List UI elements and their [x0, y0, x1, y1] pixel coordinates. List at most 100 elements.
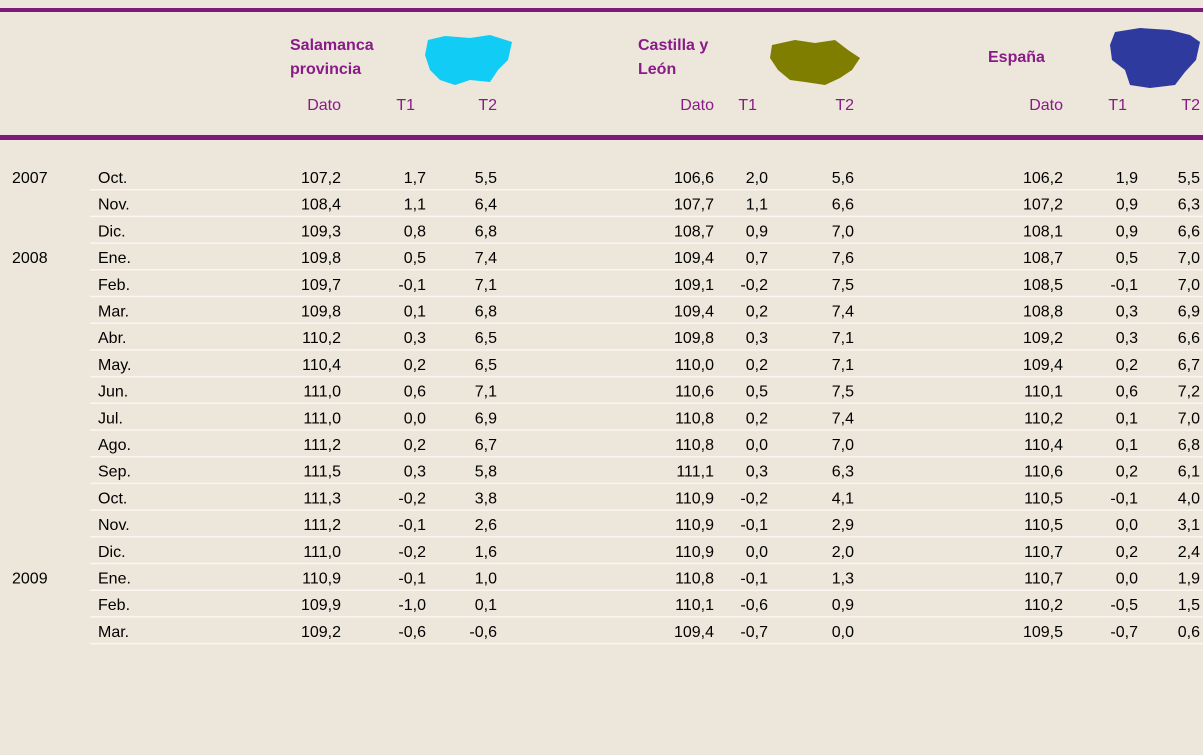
value-cell: 108,7: [674, 223, 714, 240]
value-cell: 7,1: [832, 330, 854, 347]
value-cell: 1,1: [404, 197, 426, 214]
value-cell: 6,9: [475, 410, 497, 427]
value-cell: 6,3: [832, 464, 854, 481]
value-cell: -0,1: [398, 277, 426, 294]
value-cell: -0,5: [1110, 597, 1138, 614]
value-cell: 6,6: [1178, 330, 1200, 347]
value-cell: 1,9: [1178, 571, 1200, 588]
value-cell: 1,0: [475, 571, 497, 588]
value-cell: 6,8: [1178, 437, 1200, 454]
value-cell: 7,4: [832, 304, 854, 321]
value-cell: 110,9: [675, 517, 714, 534]
month-cell: Dic.: [98, 223, 126, 240]
value-cell: 0,3: [1116, 304, 1138, 321]
year-cell: 2008: [12, 250, 48, 267]
value-cell: 111,5: [303, 464, 341, 481]
value-cell: 0,2: [746, 304, 768, 321]
value-cell: 109,2: [1023, 330, 1063, 347]
group-title: León: [638, 61, 676, 78]
value-cell: 108,1: [1023, 223, 1063, 240]
value-cell: -0,2: [740, 490, 768, 507]
value-cell: 108,5: [1023, 277, 1063, 294]
month-cell: Mar.: [98, 624, 129, 641]
value-cell: 0,7: [746, 250, 768, 267]
value-cell: 0,0: [832, 624, 854, 641]
value-cell: 110,5: [1024, 490, 1063, 507]
value-cell: 6,7: [1178, 357, 1200, 374]
value-cell: 108,7: [1023, 250, 1063, 267]
value-cell: 110,6: [675, 384, 714, 401]
value-cell: 1,1: [746, 197, 768, 214]
value-cell: 111,1: [676, 464, 714, 481]
value-cell: 5,6: [832, 170, 854, 187]
value-cell: 111,3: [303, 490, 341, 507]
value-cell: 0,1: [1116, 437, 1138, 454]
value-cell: 0,2: [404, 437, 426, 454]
value-cell: 1,9: [1116, 170, 1138, 187]
month-cell: Dic.: [98, 544, 126, 561]
value-cell: 107,7: [674, 197, 714, 214]
value-cell: 1,7: [404, 170, 426, 187]
top-rule: [0, 8, 1203, 12]
value-cell: 4,0: [1178, 490, 1200, 507]
value-cell: 109,4: [1023, 357, 1063, 374]
value-cell: 111,2: [303, 517, 341, 534]
value-cell: 110,4: [1024, 437, 1063, 454]
value-cell: 109,8: [674, 330, 714, 347]
month-cell: Nov.: [98, 517, 130, 534]
value-cell: 111,0: [303, 384, 341, 401]
map-icon: [1110, 28, 1200, 88]
value-cell: -0,2: [398, 490, 426, 507]
value-cell: 6,8: [475, 223, 497, 240]
value-cell: 109,5: [1023, 624, 1063, 641]
value-cell: 1,6: [475, 544, 497, 561]
map-icon: [770, 40, 860, 85]
value-cell: 7,1: [475, 277, 497, 294]
value-cell: 106,6: [674, 170, 714, 187]
value-cell: 109,9: [301, 597, 341, 614]
value-cell: 7,0: [832, 437, 854, 454]
column-header: T1: [396, 97, 415, 114]
group-title: España: [988, 49, 1045, 66]
map-icon: [425, 35, 512, 85]
value-cell: 0,9: [1116, 223, 1138, 240]
value-cell: 0,0: [1116, 571, 1138, 588]
value-cell: 6,6: [832, 197, 854, 214]
value-cell: 0,5: [1116, 250, 1138, 267]
value-cell: -0,7: [740, 624, 768, 641]
value-cell: 0,3: [1116, 330, 1138, 347]
value-cell: 110,7: [1024, 571, 1063, 588]
month-cell: Feb.: [98, 597, 130, 614]
value-cell: 2,0: [746, 170, 768, 187]
column-header: Dato: [680, 97, 714, 114]
value-cell: 0,1: [475, 597, 497, 614]
column-header: T1: [738, 97, 757, 114]
month-cell: Ene.: [98, 250, 131, 267]
value-cell: 110,1: [675, 597, 714, 614]
value-cell: 0,6: [1116, 384, 1138, 401]
value-cell: 0,3: [404, 330, 426, 347]
value-cell: 0,2: [404, 357, 426, 374]
value-cell: -0,1: [1110, 490, 1138, 507]
value-cell: 6,5: [475, 330, 497, 347]
month-cell: Nov.: [98, 197, 130, 214]
column-header: Dato: [1029, 97, 1063, 114]
value-cell: 4,1: [832, 490, 854, 507]
value-cell: 110,9: [675, 544, 714, 561]
value-cell: 109,4: [674, 250, 714, 267]
value-cell: -0,1: [398, 571, 426, 588]
value-cell: 0,2: [1116, 544, 1138, 561]
column-header: Dato: [307, 97, 341, 114]
value-cell: 0,9: [832, 597, 854, 614]
value-cell: 110,5: [1024, 517, 1063, 534]
value-cell: 7,0: [832, 223, 854, 240]
value-cell: 109,4: [674, 304, 714, 321]
value-cell: 111,0: [303, 410, 341, 427]
year-cell: 2009: [12, 571, 48, 588]
month-cell: Abr.: [98, 330, 126, 347]
column-header: T2: [835, 97, 854, 114]
year-cell: 2007: [12, 170, 48, 187]
value-cell: 0,3: [404, 464, 426, 481]
month-cell: Oct.: [98, 490, 127, 507]
